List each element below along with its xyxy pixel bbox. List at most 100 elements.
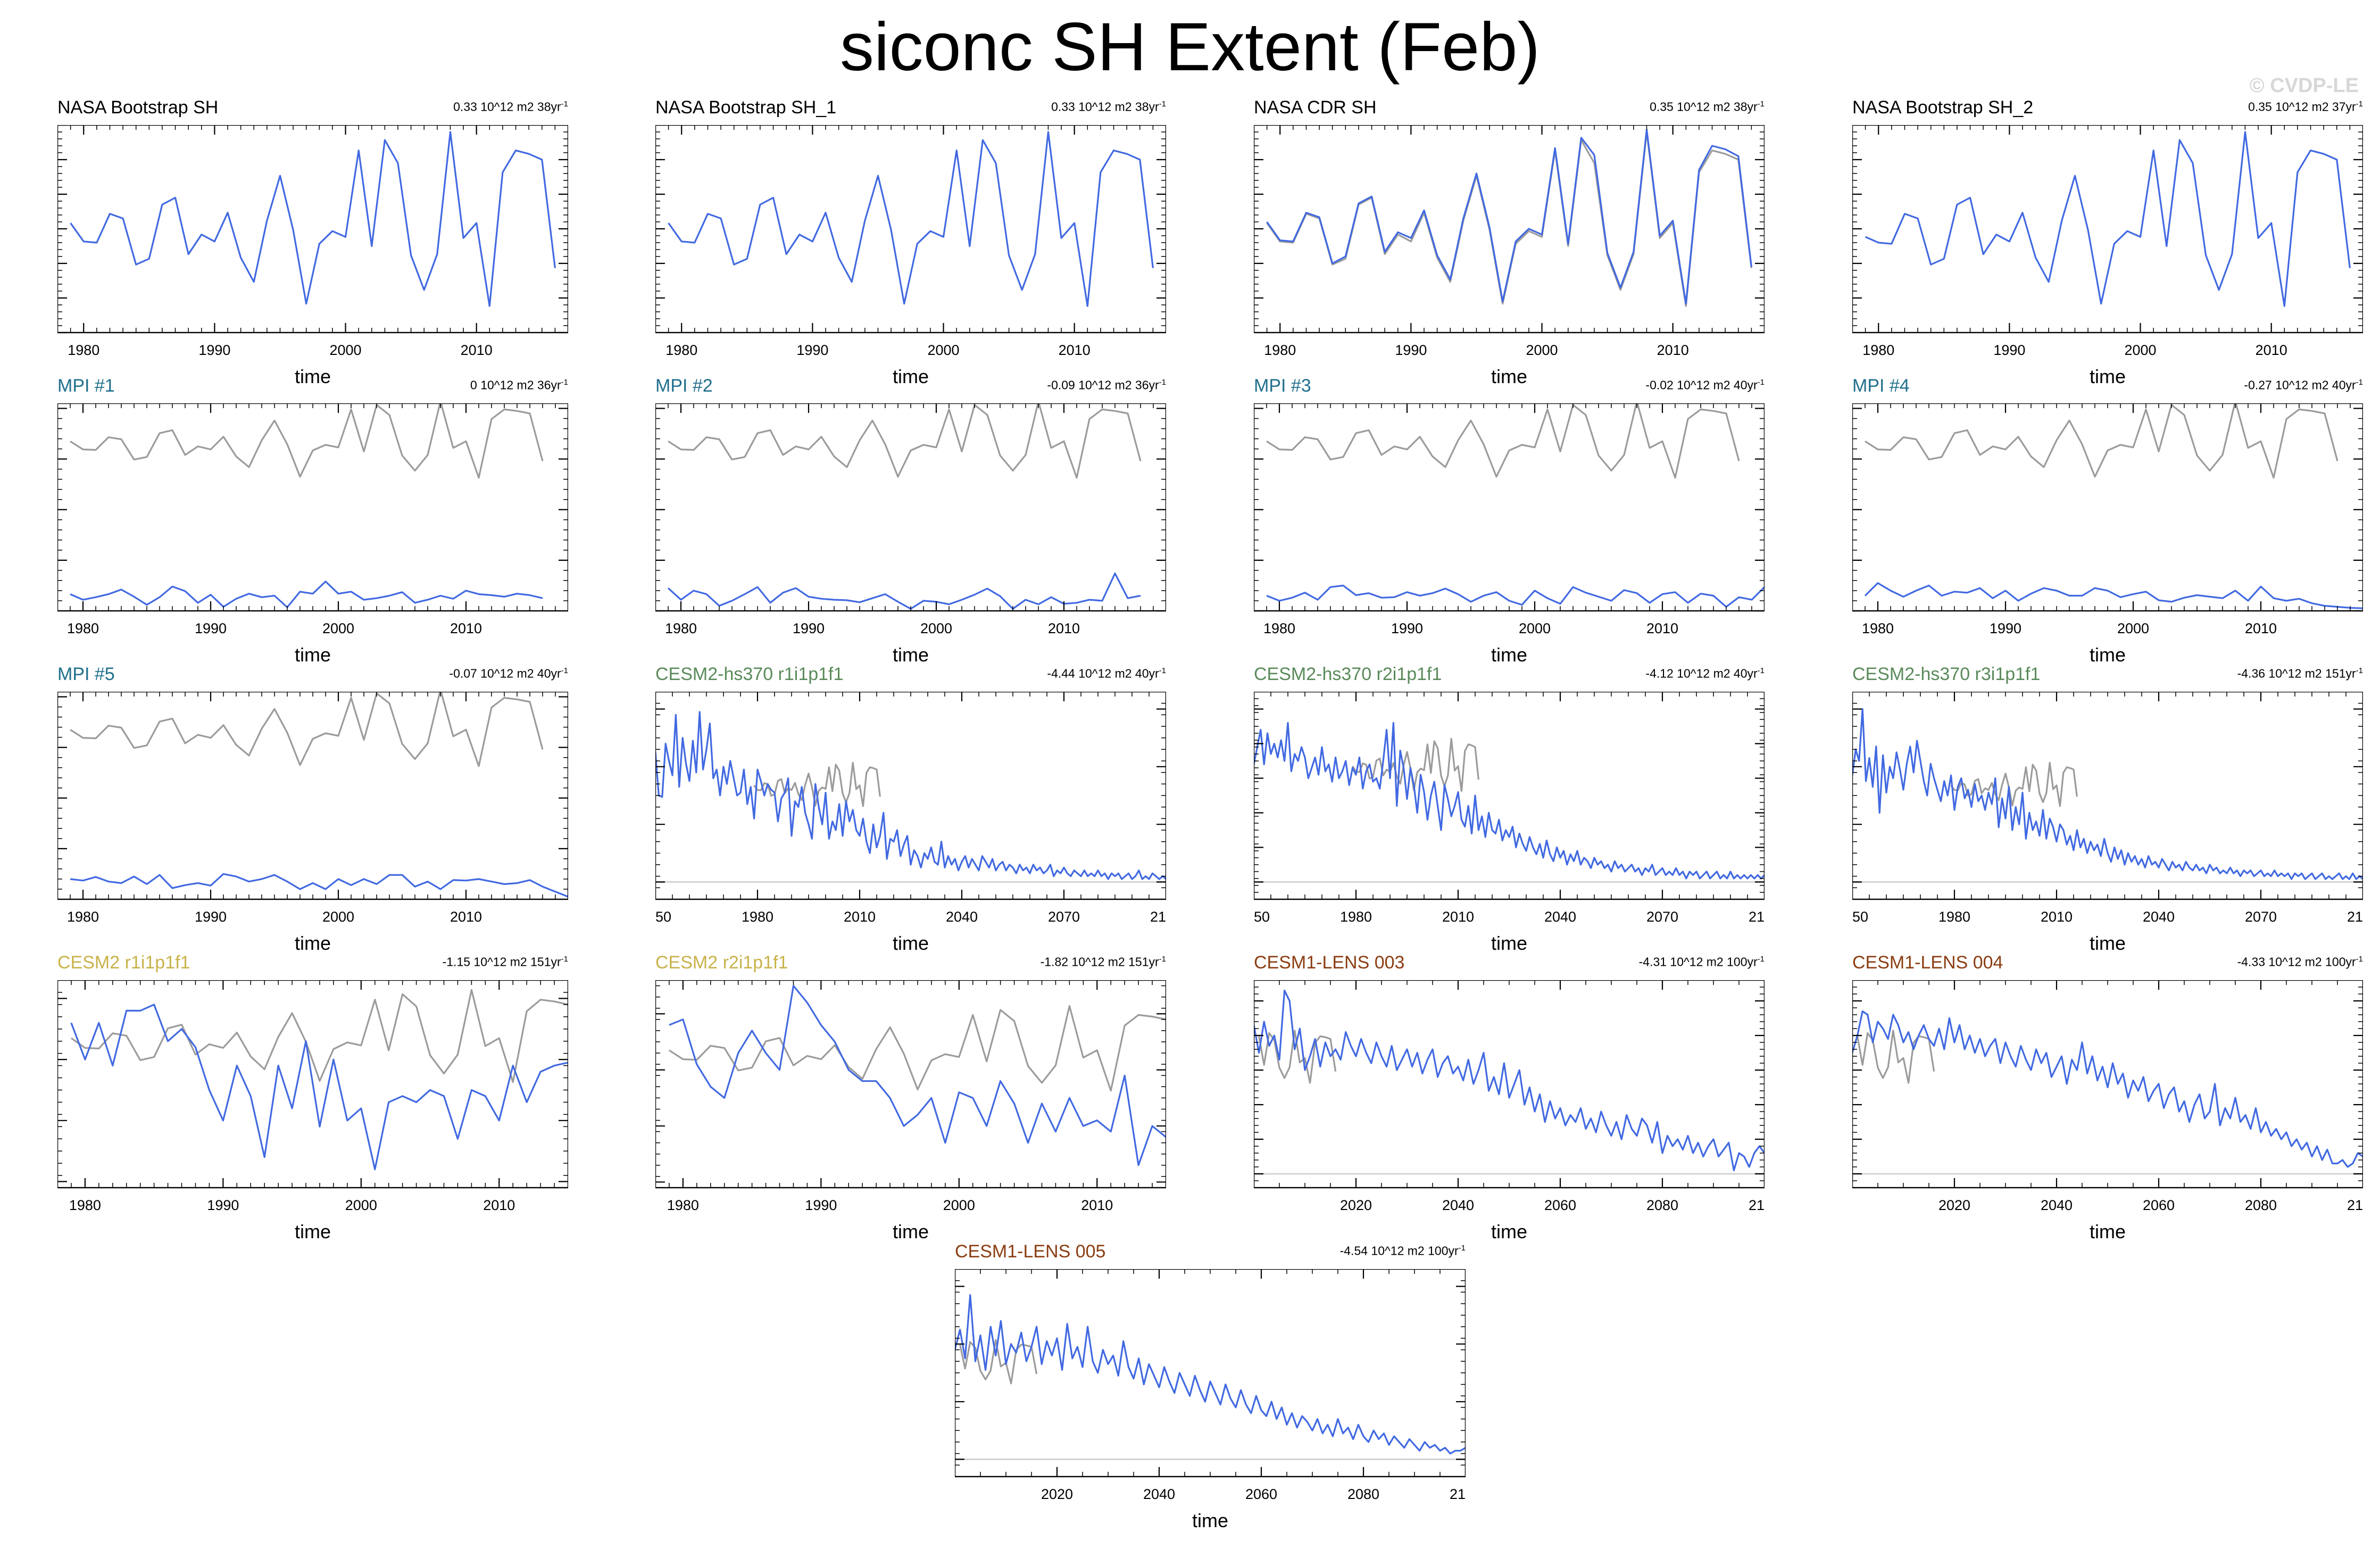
model-series-line bbox=[669, 984, 1166, 1166]
x-tick-label: 2010 bbox=[2256, 342, 2287, 358]
x-tick-label: 1980 bbox=[1340, 909, 1372, 925]
x-tick-label: 1980 bbox=[1938, 909, 1970, 925]
plot-frame bbox=[1852, 125, 2363, 334]
x-axis-label: time bbox=[1491, 644, 1527, 666]
chart-svg: 1950198020102040207021000.01.02.03.04.05… bbox=[1254, 692, 1765, 954]
observed-series-line bbox=[1857, 1030, 1935, 1084]
x-tick-label: 2080 bbox=[1347, 1486, 1379, 1502]
plot-frame bbox=[1852, 692, 2363, 900]
observed-series-line bbox=[70, 989, 568, 1083]
chart-svg: 202020402060208021000.01.02.03.04.05.0ti… bbox=[1254, 980, 1765, 1242]
x-axis-label: time bbox=[2090, 1221, 2126, 1242]
x-tick-label: 1950 bbox=[1852, 909, 1868, 925]
x-tick-label: 1990 bbox=[207, 1197, 239, 1213]
observed-series-line bbox=[70, 692, 544, 767]
x-tick-label: 2040 bbox=[1143, 1486, 1175, 1502]
model-series-line bbox=[1852, 708, 2363, 880]
x-tick-label: 1980 bbox=[68, 342, 99, 358]
x-axis-label: time bbox=[1192, 1510, 1228, 1531]
chart-panel: MPI #1 0 10^12 m2 36yr-1 bbox=[57, 376, 568, 611]
x-tick-label: 1980 bbox=[665, 620, 697, 636]
chart-panel: CESM1-LENS 003 -4.31 10^12 m2 100yr-1 bbox=[1254, 952, 1765, 1188]
model-series-line bbox=[70, 1004, 568, 1171]
observed-series-line bbox=[70, 403, 544, 479]
chart-panel: NASA Bootstrap SH_1 0.33 10^12 m2 38yr-1 bbox=[655, 97, 1166, 333]
panel-trend-stat: -0.07 10^12 m2 40yr-1 bbox=[449, 666, 568, 681]
observed-series-line bbox=[1266, 403, 1740, 479]
chart-svg: 19801990200020100.001.002.003.004.00time bbox=[655, 403, 1166, 666]
x-tick-label: 1990 bbox=[198, 342, 230, 358]
chart-svg: 202020402060208021000.01.02.03.04.05.0ti… bbox=[1852, 980, 2363, 1242]
x-tick-label: 2010 bbox=[2245, 620, 2277, 636]
chart-svg: 19801990200020102.402.703.003.303.603.90… bbox=[57, 125, 568, 387]
x-axis-label: time bbox=[295, 1221, 331, 1242]
observed-series-line bbox=[959, 1339, 1038, 1385]
x-tick-label: 1980 bbox=[667, 1197, 699, 1213]
x-tick-label: 1950 bbox=[655, 909, 671, 925]
x-tick-label: 1990 bbox=[1395, 342, 1427, 358]
x-tick-label: 2020 bbox=[1340, 1197, 1372, 1213]
panel-title: CESM2-hs370 r1i1p1f1 bbox=[655, 664, 844, 684]
model-series-line bbox=[70, 131, 556, 307]
x-tick-label: 2010 bbox=[1442, 909, 1474, 925]
x-tick-label: 2000 bbox=[322, 909, 354, 925]
x-axis-label: time bbox=[893, 644, 929, 666]
chart-panel: CESM1-LENS 005 -4.54 10^12 m2 100yr-1 bbox=[955, 1241, 1466, 1477]
x-tick-label: 2000 bbox=[1519, 620, 1551, 636]
panel-trend-stat: 0.33 10^12 m2 38yr-1 bbox=[453, 100, 568, 114]
panel-title: CESM1-LENS 003 bbox=[1254, 952, 1405, 973]
model-series-line bbox=[1865, 131, 2351, 307]
x-tick-label: 2080 bbox=[2245, 1197, 2277, 1213]
x-axis-label: time bbox=[2090, 644, 2126, 666]
panel-trend-stat: -0.27 10^12 m2 40yr-1 bbox=[2244, 378, 2363, 392]
chart-panel: MPI #2 -0.09 10^12 m2 36yr-1 bbox=[655, 376, 1166, 611]
panel-title: CESM2-hs370 r3i1p1f1 bbox=[1852, 664, 2041, 684]
plot-frame bbox=[57, 125, 568, 334]
model-series-line bbox=[955, 1294, 1466, 1455]
x-tick-label: 1980 bbox=[67, 620, 99, 636]
x-tick-label: 2010 bbox=[1657, 342, 1689, 358]
plot-frame bbox=[655, 692, 1166, 900]
x-tick-label: 2070 bbox=[1646, 909, 1678, 925]
model-series-line bbox=[1852, 1010, 2363, 1168]
panel-title: CESM2-hs370 r2i1p1f1 bbox=[1254, 664, 1442, 684]
x-tick-label: 1980 bbox=[1264, 342, 1296, 358]
panel-trend-stat: -4.44 10^12 m2 40yr-1 bbox=[1047, 666, 1166, 681]
x-tick-label: 1980 bbox=[665, 342, 697, 358]
plot-frame bbox=[57, 403, 568, 612]
panel-title: MPI #5 bbox=[57, 664, 115, 684]
panel-title: MPI #4 bbox=[1852, 376, 1910, 396]
x-axis-label: time bbox=[1491, 932, 1527, 954]
panel-trend-stat: -4.54 10^12 m2 100yr-1 bbox=[1339, 1244, 1466, 1258]
panel-title: CESM2 r2i1p1f1 bbox=[655, 952, 788, 973]
x-axis-label: time bbox=[295, 366, 331, 387]
panel-title: NASA CDR SH bbox=[1254, 97, 1377, 118]
plot-frame bbox=[655, 980, 1166, 1189]
x-tick-label: 1990 bbox=[805, 1197, 837, 1213]
chart-panel: CESM2-hs370 r1i1p1f1 -4.44 10^12 m2 40yr-… bbox=[655, 664, 1166, 899]
x-axis-label: time bbox=[295, 932, 331, 954]
x-tick-label: 2000 bbox=[2117, 620, 2149, 636]
x-tick-label: 1980 bbox=[1862, 620, 1894, 636]
observed-series-line bbox=[1950, 761, 2078, 807]
x-tick-label: 2010 bbox=[483, 1197, 515, 1213]
x-tick-label: 2010 bbox=[1646, 620, 1678, 636]
x-tick-label: 2010 bbox=[1081, 1197, 1113, 1213]
x-tick-label: 1980 bbox=[1862, 342, 1894, 358]
model-series-line bbox=[1266, 584, 1765, 608]
model-series-line bbox=[667, 573, 1141, 610]
chart-panel: CESM1-LENS 004 -4.33 10^12 m2 100yr-1 bbox=[1852, 952, 2363, 1188]
panel-trend-stat: 0 10^12 m2 36yr-1 bbox=[470, 378, 568, 392]
x-tick-label: 1990 bbox=[195, 909, 227, 925]
x-tick-label: 2010 bbox=[1048, 620, 1080, 636]
observed-series-line bbox=[1865, 403, 2339, 479]
x-axis-label: time bbox=[2090, 366, 2126, 387]
panel-trend-stat: -0.09 10^12 m2 36yr-1 bbox=[1047, 378, 1166, 392]
plot-frame bbox=[57, 692, 568, 900]
